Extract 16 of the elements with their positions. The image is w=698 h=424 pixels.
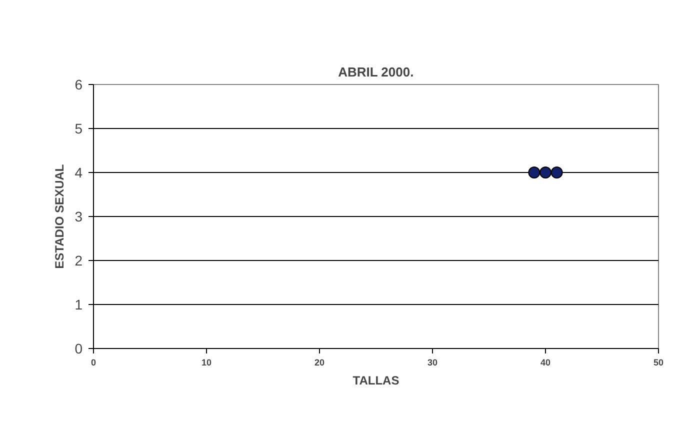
x-tick-label: 50 xyxy=(653,358,664,368)
y-tick-label: 4 xyxy=(74,164,83,180)
y-tick-label: 3 xyxy=(74,208,83,224)
chart-title: ABRIL 2000. xyxy=(338,64,414,80)
y-tick-label: 5 xyxy=(74,120,83,136)
x-tick-label: 10 xyxy=(201,358,212,368)
y-tick-label: 1 xyxy=(74,296,83,312)
x-tick-label: 0 xyxy=(90,358,96,368)
y-axis-title: ESTADIO SEXUAL xyxy=(52,164,67,269)
y-tick-label: 0 xyxy=(74,340,83,356)
x-tick-label: 20 xyxy=(314,358,325,368)
x-tick-label: 40 xyxy=(540,358,551,368)
y-tick-label: 2 xyxy=(74,252,83,268)
y-tick-label: 6 xyxy=(74,76,83,92)
x-axis-title: TALLAS xyxy=(352,374,400,388)
x-tick-label: 30 xyxy=(427,358,438,368)
